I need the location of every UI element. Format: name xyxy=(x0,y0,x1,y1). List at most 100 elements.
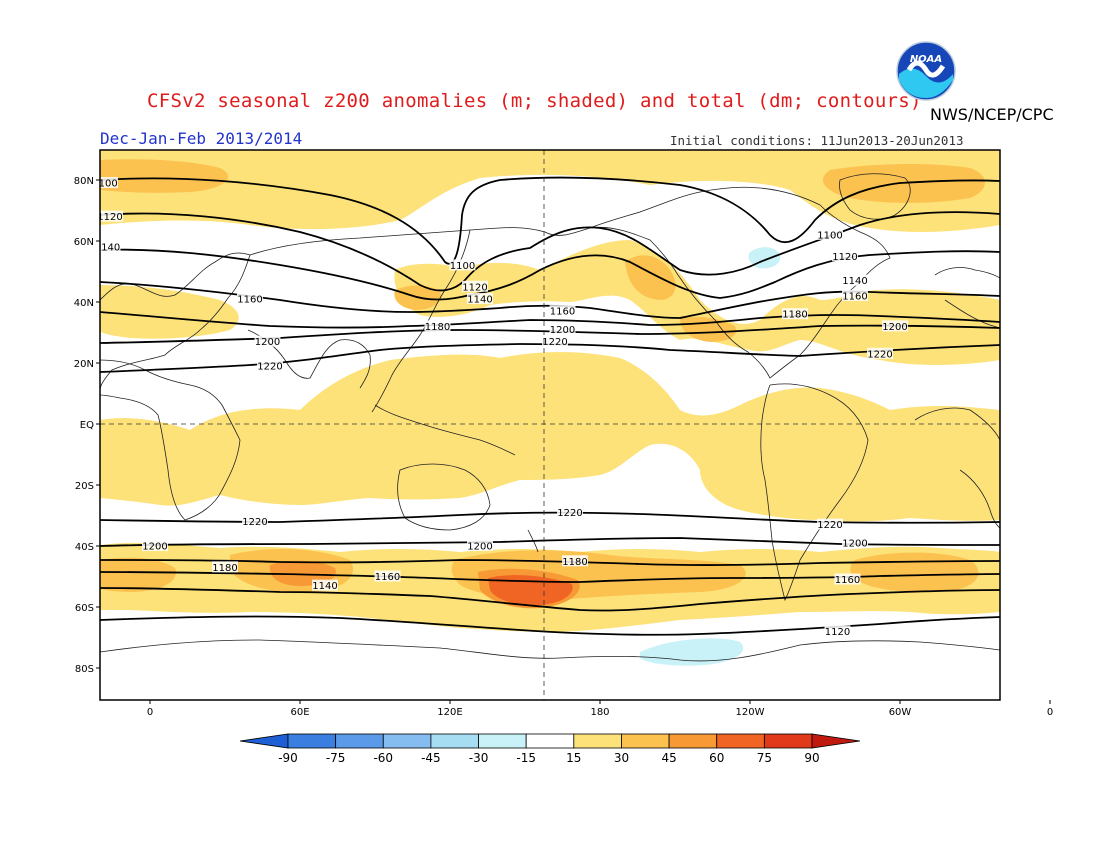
contour-label-text: 1140 xyxy=(842,276,867,287)
colorbar-segment xyxy=(478,733,527,749)
contour-label-text: 1200 xyxy=(467,542,492,553)
contour-label-text: 1160 xyxy=(237,294,262,305)
contour-label-text: 1220 xyxy=(867,349,892,360)
lat-label: 20S xyxy=(75,481,94,492)
contour-label-1200: 1200 xyxy=(467,540,493,553)
contour-label-1140: 1140 xyxy=(312,579,338,592)
contour-label-text: 1120 xyxy=(832,252,857,263)
colorbar-tick-label: 15 xyxy=(566,751,581,765)
contour-label-1180: 1180 xyxy=(424,320,451,333)
contour-label-1160: 1160 xyxy=(549,305,576,318)
contour-label-1120: 1120 xyxy=(824,625,851,638)
colorbar-tick-label: -90 xyxy=(278,751,298,765)
contour-1120-s xyxy=(100,615,1000,636)
lon-label: 60W xyxy=(889,707,912,718)
contour-label-text: 1180 xyxy=(562,557,587,568)
contour-label-1200: 1200 xyxy=(142,540,168,553)
contour-label-1100: 1100 xyxy=(817,228,843,241)
contour-label-text: 1100 xyxy=(817,230,842,241)
contour-label-text: 1120 xyxy=(97,212,122,223)
colorbar-tick-label: 60 xyxy=(709,751,724,765)
lon-label: 60E xyxy=(290,707,309,718)
contour-label-1160: 1160 xyxy=(842,289,868,302)
map-frame xyxy=(99,149,1001,701)
contour-label-text: 1160 xyxy=(835,575,860,586)
contour-label-text: 1140 xyxy=(467,294,492,305)
contour-1160-s xyxy=(100,571,1000,583)
contour-label-1200: 1200 xyxy=(254,335,281,348)
contour-label-1120: 1120 xyxy=(97,210,123,223)
agency-label: NWS/NCEP/CPC xyxy=(930,105,1054,124)
contour-label-text: 1220 xyxy=(542,337,567,348)
height-contours xyxy=(100,176,1000,636)
lon-label: 0 xyxy=(147,707,153,718)
reference-lines xyxy=(100,150,1000,700)
contour-label-text: 1180 xyxy=(212,563,237,574)
colorbar-segment xyxy=(382,733,432,749)
colorbar-tick-label: -60 xyxy=(373,751,393,765)
contour-label-text: 1180 xyxy=(782,310,807,321)
contour-label-1220: 1220 xyxy=(557,506,583,519)
noaa-logo-icon: NOAA xyxy=(896,41,956,101)
contour-label-text: 1220 xyxy=(242,517,267,528)
contour-labels: 1100110011001120112011201120114011401140… xyxy=(92,177,908,638)
lat-label: 60S xyxy=(75,603,94,614)
contour-label-text: 1180 xyxy=(425,322,450,333)
contour-label-text: 1160 xyxy=(842,291,867,302)
contour-label-1220: 1220 xyxy=(242,515,268,528)
colorbar-tick-label: -30 xyxy=(469,751,489,765)
contour-label-1120: 1120 xyxy=(832,250,858,263)
contour-label-1160: 1160 xyxy=(237,292,263,305)
contour-label-1120: 1120 xyxy=(462,280,488,293)
contour-label-text: 1200 xyxy=(842,538,867,549)
axis-labels: 80N 60N 40N 20N EQ 20S 40S 60S 80S 0 60E 120E 180 120… xyxy=(74,176,1053,718)
contour-label-1180: 1180 xyxy=(562,555,588,568)
colorbar-segment xyxy=(335,733,384,749)
lat-label: EQ xyxy=(80,420,94,431)
contour-label-text: 1200 xyxy=(882,322,907,333)
contour-label-text: 1200 xyxy=(142,542,167,553)
initial-conditions-label: Initial conditions: 11Jun2013-20Jun2013 xyxy=(670,133,964,148)
contour-label-1200: 1200 xyxy=(882,320,908,333)
colorbar-segment xyxy=(668,733,718,749)
contour-label-text: 1200 xyxy=(255,337,280,348)
contour-label-1220: 1220 xyxy=(817,518,843,531)
colorbar: -90 -75 -60 -45 -30 -15 15 30 45 60 75 90 xyxy=(239,733,861,765)
colorbar-tick-label: 30 xyxy=(614,751,629,765)
contour-label-text: 1100 xyxy=(92,179,117,190)
colorbar-segment xyxy=(811,733,861,749)
colorbar-segment xyxy=(525,733,575,749)
contour-label-text: 1120 xyxy=(825,627,850,638)
colorbar-tick-label: 45 xyxy=(661,751,676,765)
lat-label: 80S xyxy=(75,664,94,675)
lon-label: 180 xyxy=(590,707,609,718)
contour-label-text: 1200 xyxy=(550,325,575,336)
coastlines xyxy=(100,173,1000,662)
colorbar-segment xyxy=(573,733,622,749)
contour-label-1220: 1220 xyxy=(867,347,893,360)
contour-label-1100: 1100 xyxy=(449,259,476,272)
contour-label-text: 1160 xyxy=(550,307,575,318)
contour-label-1220: 1220 xyxy=(257,360,283,373)
contour-label-1200: 1200 xyxy=(549,323,576,336)
lat-label: 60N xyxy=(74,237,94,248)
lat-label: 40S xyxy=(75,542,94,553)
contour-label-text: 1220 xyxy=(557,508,582,519)
contour-label-1160: 1160 xyxy=(374,570,401,583)
contour-label-1180: 1180 xyxy=(782,308,808,321)
lon-label: 120E xyxy=(437,707,462,718)
lat-label: 40N xyxy=(74,298,94,309)
colorbar-segment xyxy=(621,733,670,749)
season-label: Dec-Jan-Feb 2013/2014 xyxy=(100,129,303,148)
lon-label: 0 xyxy=(1047,707,1053,718)
contour-1180 xyxy=(100,311,1000,329)
contour-label-text: 1140 xyxy=(312,581,337,592)
colorbar-tick-label: -45 xyxy=(421,751,441,765)
lon-label: 120W xyxy=(736,707,765,718)
contour-label-1220: 1220 xyxy=(542,335,568,348)
contour-label-1200: 1200 xyxy=(842,536,868,549)
contour-label-text: 1160 xyxy=(375,572,400,583)
map-title: CFSv2 seasonal z200 anomalies (m; shaded… xyxy=(147,90,922,112)
colorbar-segment xyxy=(239,733,289,749)
contour-label-text: 1100 xyxy=(450,261,475,272)
